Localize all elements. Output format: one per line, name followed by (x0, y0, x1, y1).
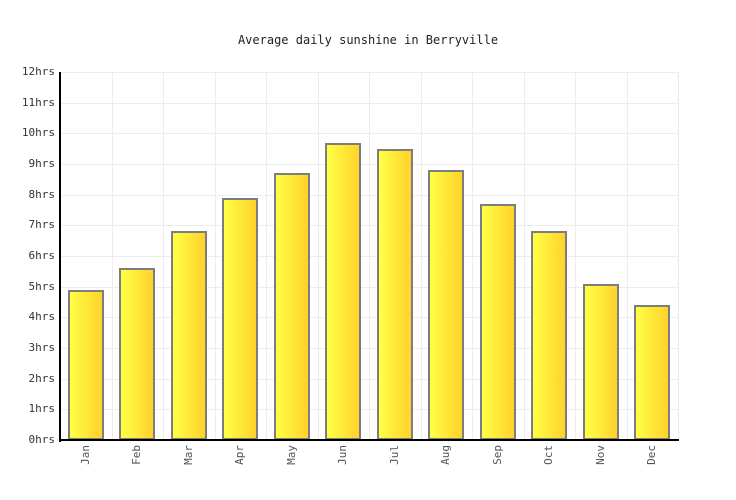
y-tick-label: 0hrs (28, 433, 56, 446)
v-gridline (317, 72, 319, 440)
v-gridline (163, 72, 164, 440)
x-tick-label: Dec (645, 445, 659, 465)
x-tick-label: Nov (593, 445, 607, 465)
x-axis-line (59, 439, 679, 441)
v-gridline (214, 72, 216, 440)
x-tick-label: May (284, 445, 298, 465)
sunshine-bar-jul[interactable] (376, 148, 413, 440)
sunshine-bar-mar[interactable] (170, 231, 207, 440)
chart-title: Average daily sunshine in Berryville (237, 33, 499, 47)
y-tick-label: 3hrs (28, 341, 56, 354)
sunshine-bar-jun[interactable] (325, 142, 362, 440)
v-gridline (472, 72, 473, 440)
x-tick-label: Apr (233, 445, 247, 465)
x-tick-label: Mar (181, 445, 195, 465)
y-tick-label: 7hrs (28, 218, 56, 232)
y-tick-label: 8hrs (28, 187, 56, 201)
v-gridline (369, 72, 370, 440)
sunshine-bar-jan[interactable] (67, 289, 104, 440)
x-tick-label: Sep (490, 445, 504, 465)
x-tick-label: Jul (387, 445, 401, 465)
x-tick-label: Aug (439, 445, 453, 465)
x-tick-label: Jan (78, 445, 92, 465)
x-tick-label: Oct (542, 445, 556, 465)
y-tick-label: 1hrs (28, 402, 56, 416)
y-tick-label: 9hrs (28, 157, 56, 170)
sunshine-bar-oct[interactable] (531, 231, 568, 440)
sunshine-bar-dec[interactable] (634, 305, 671, 440)
y-tick-label: 11hrs (21, 95, 55, 109)
v-gridline (523, 72, 525, 440)
y-tick-label: 2hrs (28, 371, 56, 385)
sunshine-bar-may[interactable] (273, 173, 310, 440)
sunshine-bar-sep[interactable] (479, 203, 516, 440)
y-tick-label: 6hrs (28, 249, 56, 262)
v-gridline (420, 72, 422, 440)
sunshine-bar-apr[interactable] (222, 197, 259, 440)
sunshine-bar-feb[interactable] (119, 268, 156, 440)
y-tick-label: 4hrs (28, 310, 56, 324)
v-gridline (266, 72, 267, 440)
x-tick-label: Jun (336, 445, 350, 465)
v-gridline (678, 72, 679, 440)
y-tick-label: 12hrs (21, 65, 55, 78)
sunshine-bar-nov[interactable] (582, 283, 619, 440)
y-axis-line (59, 72, 61, 442)
v-gridline (575, 72, 576, 440)
v-gridline (626, 72, 628, 440)
y-tick-label: 5hrs (28, 279, 56, 293)
v-gridline (111, 72, 113, 440)
sunshine-bar-aug[interactable] (428, 170, 465, 440)
y-tick-label: 10hrs (21, 126, 55, 140)
x-tick-label: Feb (130, 445, 144, 465)
